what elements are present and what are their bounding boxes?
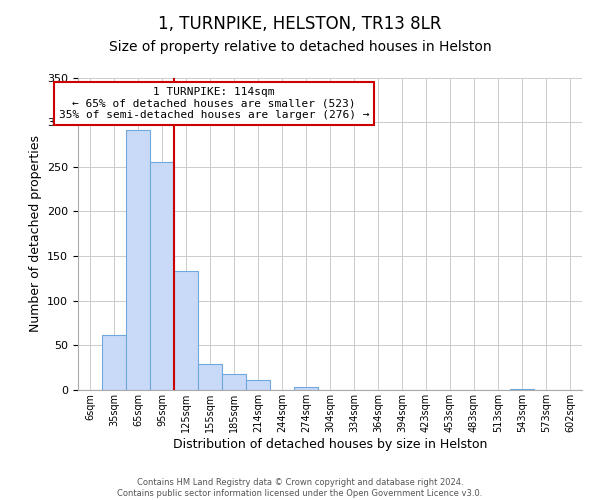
Bar — [126, 130, 150, 390]
Text: Size of property relative to detached houses in Helston: Size of property relative to detached ho… — [109, 40, 491, 54]
Bar — [246, 380, 270, 390]
Bar — [198, 364, 222, 390]
Bar — [510, 389, 534, 390]
Bar — [174, 271, 198, 390]
X-axis label: Distribution of detached houses by size in Helston: Distribution of detached houses by size … — [173, 438, 487, 450]
Text: Contains HM Land Registry data © Crown copyright and database right 2024.
Contai: Contains HM Land Registry data © Crown c… — [118, 478, 482, 498]
Text: 1 TURNPIKE: 114sqm
← 65% of detached houses are smaller (523)
35% of semi-detach: 1 TURNPIKE: 114sqm ← 65% of detached hou… — [59, 87, 370, 120]
Bar — [222, 374, 246, 390]
Bar — [150, 162, 174, 390]
Text: 1, TURNPIKE, HELSTON, TR13 8LR: 1, TURNPIKE, HELSTON, TR13 8LR — [158, 15, 442, 33]
Bar — [294, 388, 318, 390]
Bar — [102, 334, 126, 390]
Y-axis label: Number of detached properties: Number of detached properties — [29, 135, 41, 332]
